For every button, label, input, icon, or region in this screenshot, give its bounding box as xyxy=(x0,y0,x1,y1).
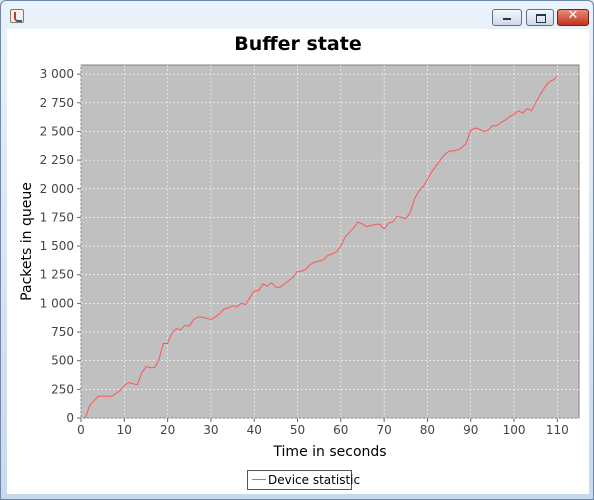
x-tick-label: 0 xyxy=(77,423,85,437)
y-tick-label: 2 000 xyxy=(40,182,74,196)
maximize-icon xyxy=(536,14,546,23)
y-tick-label: 1 000 xyxy=(40,296,74,310)
legend: Device statistic xyxy=(247,470,360,490)
plot-area xyxy=(80,64,580,419)
y-tick-label: 2 250 xyxy=(40,153,74,167)
x-tick-label: 60 xyxy=(333,423,348,437)
x-tick-label: 100 xyxy=(503,423,526,437)
x-tick-label: 50 xyxy=(290,423,305,437)
close-button[interactable]: ✕ xyxy=(557,8,589,26)
close-icon: ✕ xyxy=(567,8,579,23)
java-cup-icon[interactable] xyxy=(10,9,24,23)
y-tick-label: 1 750 xyxy=(40,210,74,224)
maximize-button[interactable] xyxy=(526,9,554,26)
minimize-icon xyxy=(503,18,511,20)
x-tick-label: 20 xyxy=(160,423,175,437)
x-tick-label: 110 xyxy=(546,423,569,437)
y-tick-label: 750 xyxy=(51,325,74,339)
minimize-button[interactable] xyxy=(492,9,522,26)
legend-label: Device statistic xyxy=(268,473,361,487)
y-tick-label: 1 500 xyxy=(40,239,74,253)
title-bar[interactable]: ✕ xyxy=(1,1,593,29)
chart-panel: Buffer state 0 10 20 30 40 50 60 70 80 90 100 110 0 2… xyxy=(7,29,589,494)
line-chart: 0 10 20 30 40 50 60 70 80 90 100 110 0 250 500 750 1 000… xyxy=(19,64,580,460)
x-tick-label: 70 xyxy=(376,423,391,437)
x-tick-label: 30 xyxy=(203,423,218,437)
x-tick-label: 90 xyxy=(463,423,478,437)
y-tick-label: 2 750 xyxy=(40,96,74,110)
x-tick-label: 80 xyxy=(420,423,435,437)
x-tick-label: 10 xyxy=(117,423,132,437)
y-axis-label: Packets in queue xyxy=(19,182,35,301)
y-tick-label: 2 500 xyxy=(40,124,74,138)
y-tick-label: 0 xyxy=(66,411,74,425)
chart-title: Buffer state xyxy=(234,33,362,55)
y-tick-label: 250 xyxy=(51,382,74,396)
x-tick-label: 40 xyxy=(247,423,262,437)
y-tick-label: 3 000 xyxy=(40,67,74,81)
y-tick-label: 500 xyxy=(51,354,74,368)
series-line xyxy=(84,76,558,419)
x-axis-label: Time in seconds xyxy=(272,444,386,460)
legend-swatch xyxy=(252,479,266,480)
y-tick-label: 1 250 xyxy=(40,268,74,282)
